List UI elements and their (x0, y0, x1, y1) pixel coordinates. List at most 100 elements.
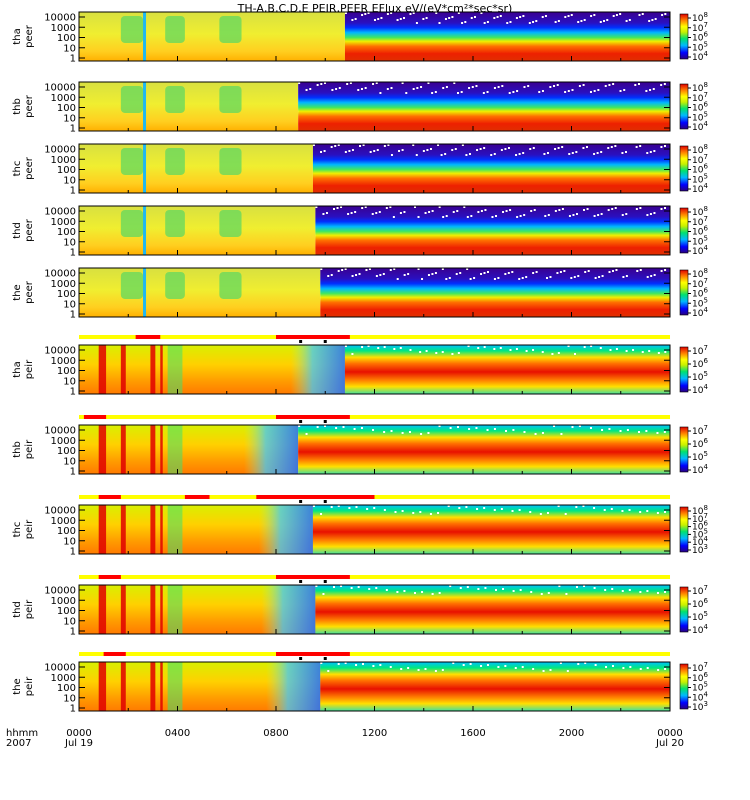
data-gap-speck (372, 429, 375, 431)
flux-enhancement (120, 148, 144, 175)
data-gap-speck (476, 149, 479, 151)
data-gap-speck (598, 276, 601, 278)
flux-stripe (167, 345, 183, 394)
flux-stripe (98, 505, 107, 554)
data-gap-speck (515, 17, 518, 19)
active-region (312, 505, 670, 554)
data-gap-speck (607, 209, 610, 211)
data-gap-speck (486, 429, 489, 431)
state-bar (79, 575, 670, 579)
data-gap-speck (577, 663, 580, 665)
state-bar-marker (323, 657, 327, 660)
data-gap-speck (519, 16, 522, 18)
transition-region (290, 345, 345, 394)
flux-stripe (150, 585, 156, 634)
colorbar-tick-label: 106 (692, 225, 708, 238)
data-gap-speck (330, 506, 333, 508)
data-gap-speck (575, 213, 578, 215)
colorbar-tick-label: 103 (692, 543, 708, 556)
data-gap-speck (490, 154, 493, 156)
data-gap-speck (465, 506, 468, 508)
data-gap-speck (421, 278, 424, 280)
flux-enhancement (120, 272, 144, 299)
colorbar-tick-label: 104 (692, 306, 708, 319)
data-gap-speck (571, 89, 574, 91)
data-gap-speck (597, 214, 600, 216)
data-gap-speck (396, 19, 399, 21)
data-gap-speck (412, 512, 415, 514)
data-gap-speck (516, 216, 519, 218)
state-bar-segment (184, 495, 210, 499)
data-gap-speck (424, 668, 427, 670)
data-gap-speck (608, 428, 611, 430)
data-gap-speck (621, 214, 624, 216)
data-gap-speck (637, 431, 640, 433)
data-gap-speck (344, 151, 347, 153)
data-gap-speck (419, 351, 422, 353)
data-gap-speck (434, 91, 437, 93)
data-gap-speck (663, 431, 666, 433)
data-gap-speck (622, 667, 625, 669)
colorbar-tick-label: 107 (692, 21, 708, 34)
data-gap-speck (357, 89, 360, 91)
y-tick-label: 10 (63, 113, 76, 124)
data-gap-speck (320, 662, 323, 664)
data-gap-speck (493, 428, 496, 430)
data-gap-speck (351, 19, 354, 21)
data-gap-speck (628, 589, 631, 591)
flux-stripe (150, 505, 156, 554)
colorbar-tick-label: 106 (692, 671, 708, 684)
data-gap-speck (637, 83, 640, 85)
y-tick-label: 1 (70, 704, 76, 715)
state-bar (79, 415, 670, 419)
data-gap-speck (338, 87, 341, 89)
y-tick-label: 1 (70, 186, 76, 197)
flux-enhancement (219, 272, 242, 299)
data-gap-speck (619, 13, 622, 15)
y-tick-label: 10 (63, 299, 76, 310)
state-bar-segment (135, 335, 161, 339)
data-gap-speck (466, 586, 469, 588)
data-gap-speck (353, 428, 356, 430)
data-gap-speck (344, 345, 347, 347)
data-gap-speck (390, 87, 393, 89)
y-tick-label: 100 (57, 366, 76, 377)
data-gap-speck (549, 669, 552, 671)
data-gap-speck (473, 277, 476, 279)
data-gap-speck (656, 592, 659, 594)
data-gap-speck (355, 506, 358, 508)
data-gap-speck (664, 269, 667, 271)
data-gap-speck (337, 505, 340, 507)
data-gap-speck (351, 149, 354, 151)
x-unit-label: hhmm (6, 728, 38, 739)
data-gap-speck (494, 215, 497, 217)
data-gap-speck (337, 270, 340, 272)
state-bar-marker (299, 340, 303, 343)
data-gap-speck (385, 207, 388, 209)
data-gap-speck (587, 270, 590, 272)
data-gap-speck (316, 84, 319, 86)
panel-instrument-label: peer (24, 280, 35, 304)
flux-stripe (150, 345, 156, 394)
data-gap-speck (541, 432, 544, 434)
data-gap-speck (401, 510, 404, 512)
flux-stripe (120, 505, 126, 554)
data-gap-speck (540, 593, 543, 595)
colorbar-tick-label: 106 (692, 31, 708, 44)
data-gap-speck (607, 147, 610, 149)
data-gap-speck (456, 92, 459, 94)
data-gap-speck (499, 15, 502, 17)
data-gap-speck (344, 12, 347, 14)
data-gap-speck (298, 82, 301, 84)
flux-enhancement (120, 210, 144, 237)
data-gap-speck (486, 664, 489, 666)
data-gap-speck (445, 215, 448, 217)
data-gap-speck (533, 209, 536, 211)
panel-probe-label: tha (12, 361, 23, 377)
data-gap-speck (525, 350, 528, 352)
data-gap-speck (507, 272, 510, 274)
